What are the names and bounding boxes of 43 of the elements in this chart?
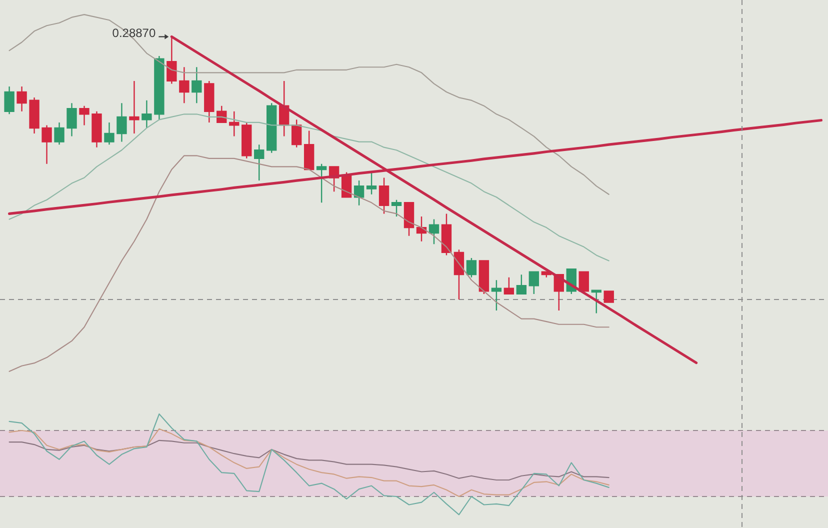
candlestick [116, 102, 127, 142]
candlestick [404, 202, 414, 236]
candlestick [428, 218, 440, 245]
candlestick [266, 102, 277, 154]
candlestick [4, 86, 14, 115]
candlestick [42, 124, 52, 165]
candlestick [316, 163, 327, 204]
candlestick [16, 86, 27, 112]
candlestick [216, 105, 227, 124]
candlestick [591, 290, 602, 314]
candlestick [204, 80, 214, 124]
candlestick [304, 130, 314, 170]
annotation: 0.28870 [112, 26, 156, 40]
candlestick [29, 96, 40, 134]
candlestick [478, 260, 490, 295]
candlestick [604, 290, 614, 303]
candlestick [104, 122, 114, 146]
candlestick [54, 122, 64, 146]
candlestick [66, 102, 77, 137]
candlestick [528, 271, 540, 295]
candlestick [192, 66, 202, 104]
candlestick [378, 177, 390, 214]
candlestick [466, 257, 477, 278]
candlestick [229, 110, 240, 137]
candlestick [291, 119, 302, 148]
candlestick [154, 55, 164, 120]
candlestick [366, 172, 377, 195]
candlestick [391, 199, 402, 218]
candlestick [454, 249, 464, 300]
candlestick [92, 110, 102, 148]
candlestick [441, 213, 452, 256]
candlestick [129, 80, 140, 134]
candlestick [504, 276, 514, 295]
candlestick [179, 66, 190, 104]
candlestick [242, 122, 252, 160]
candlestick [142, 100, 152, 129]
candlestick [416, 216, 427, 242]
candlestick [578, 271, 589, 295]
candlestick [254, 144, 264, 182]
candlestick [491, 280, 502, 312]
candlestick [79, 105, 90, 126]
candlestick [516, 274, 527, 295]
candlestick [354, 180, 364, 206]
